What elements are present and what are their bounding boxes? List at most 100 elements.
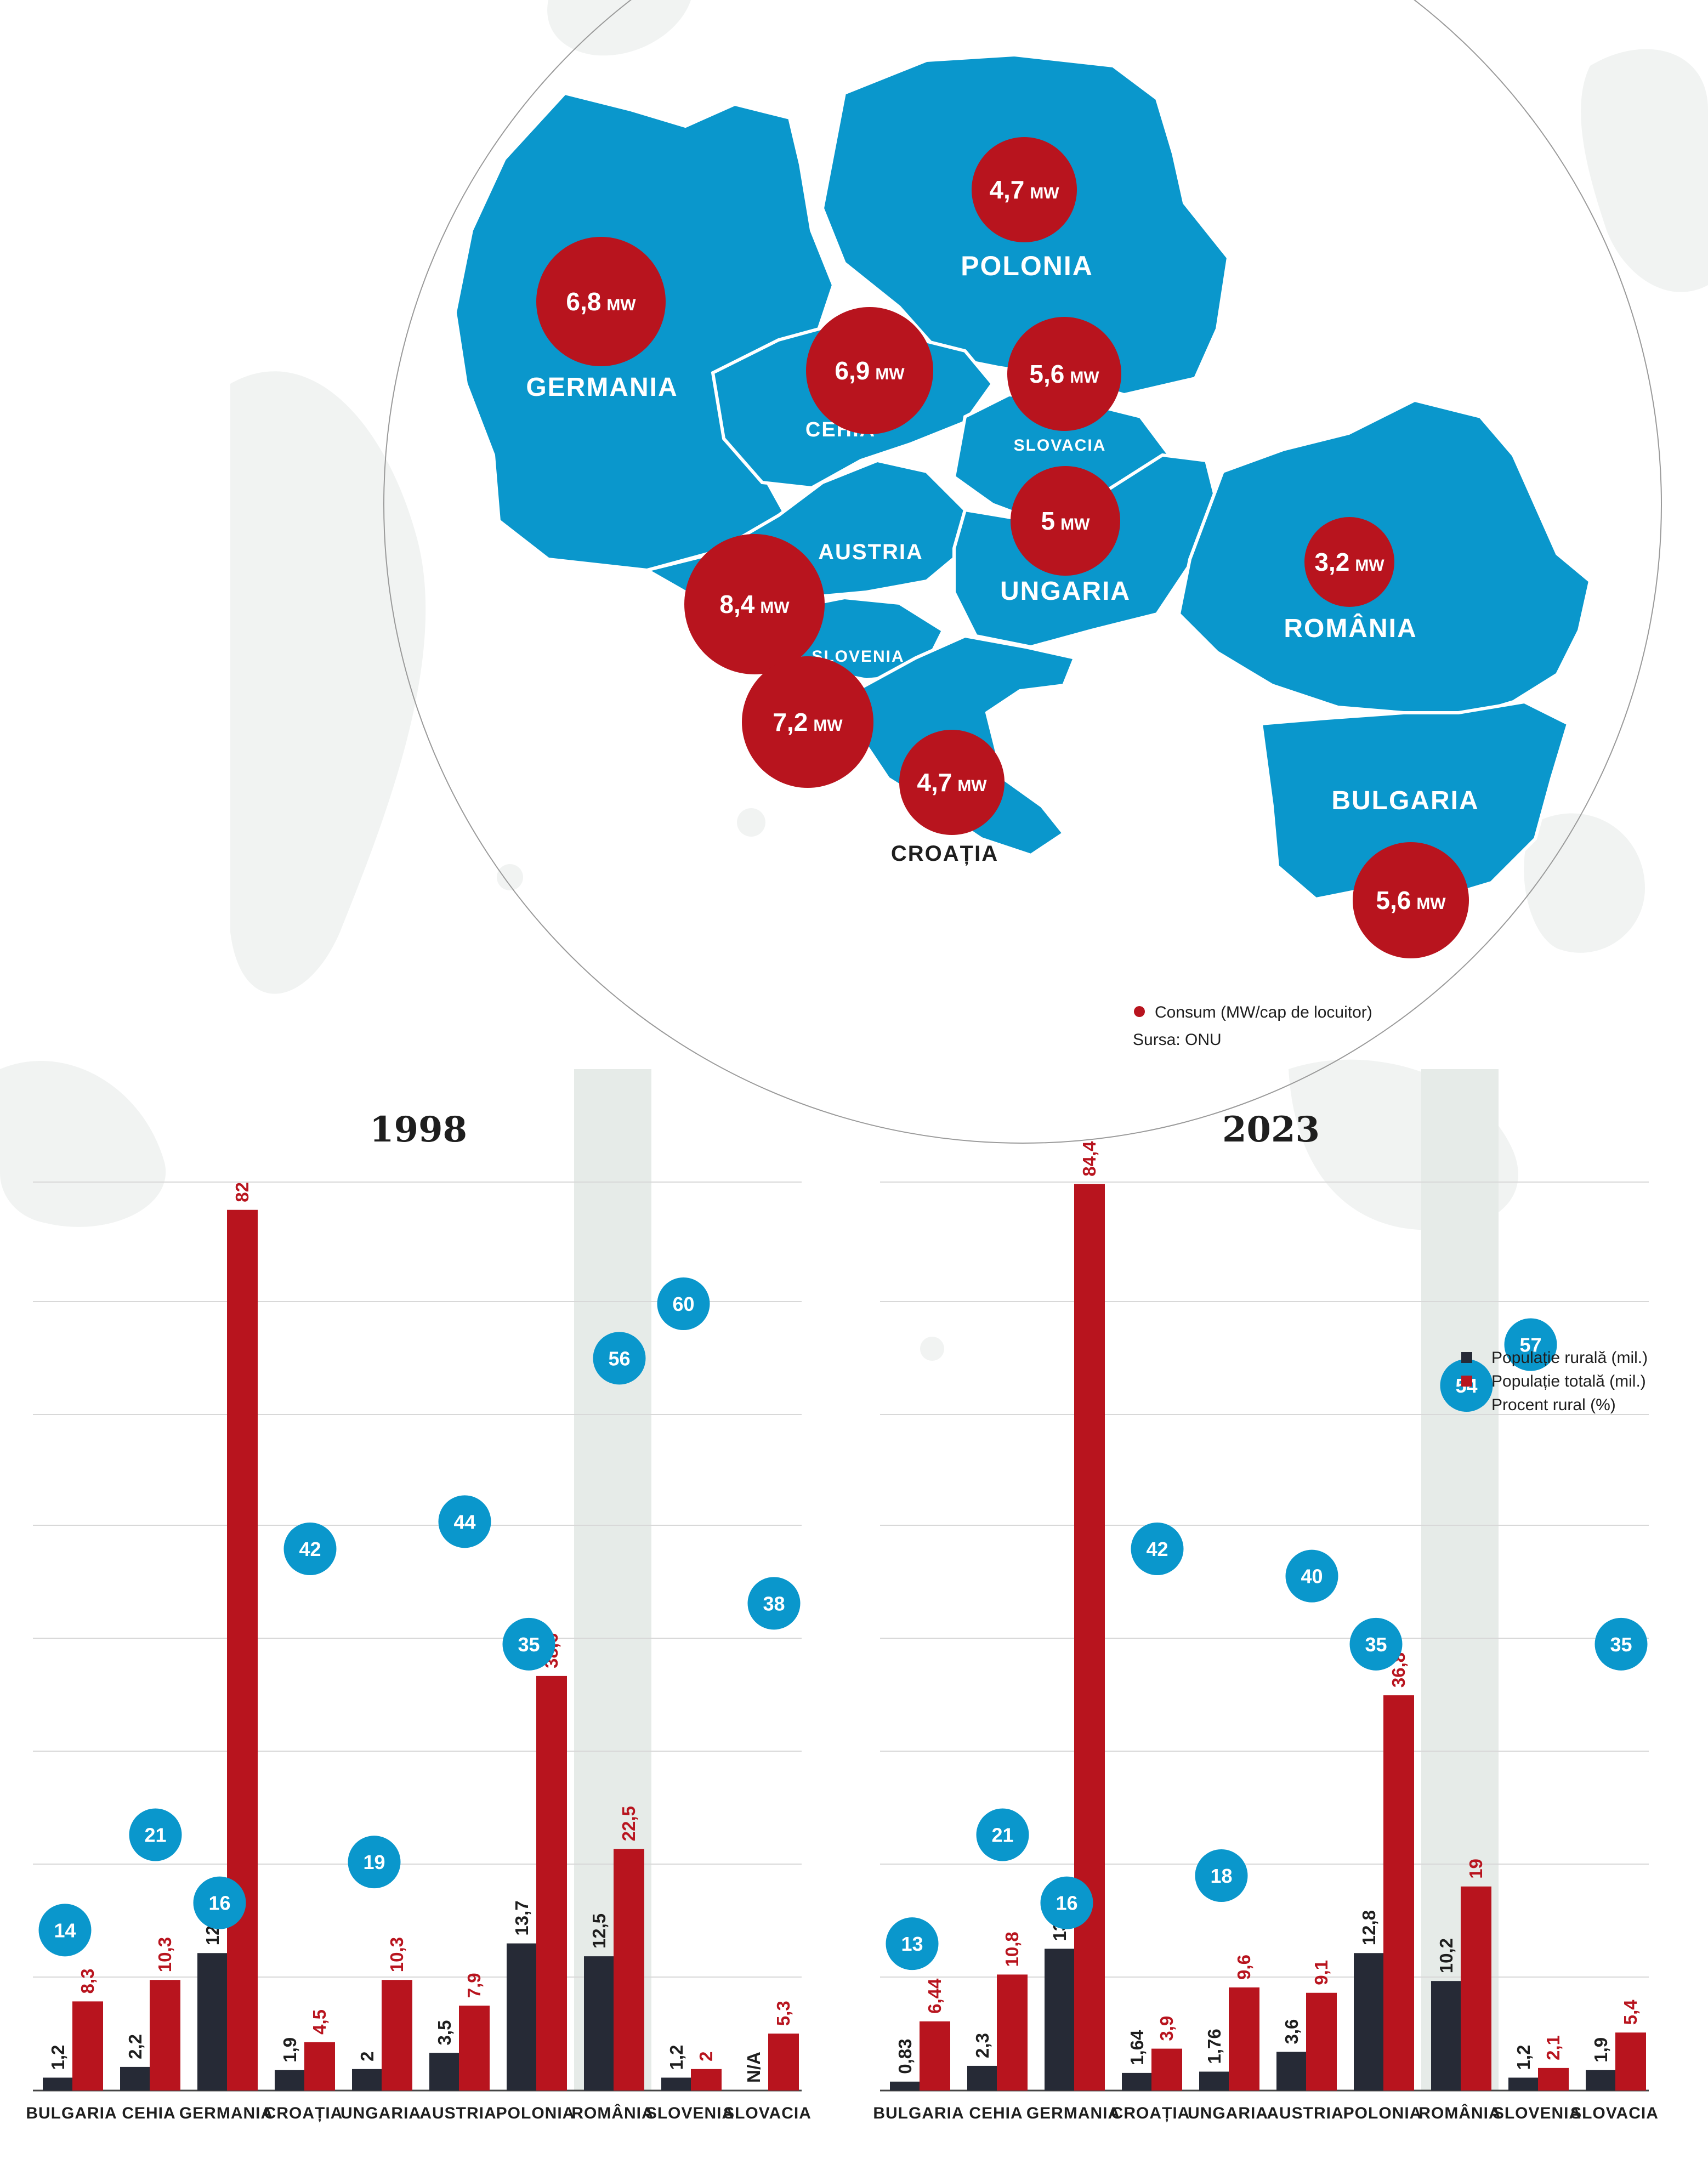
- consumption-ungaria: 5 MW: [1011, 466, 1120, 576]
- consumption-unit: MW: [760, 599, 790, 617]
- bar-rural: [352, 2069, 383, 2091]
- bar-label-rural: 3,6: [1281, 2019, 1302, 2044]
- bar-total: [768, 2034, 799, 2091]
- bar-rural: [584, 1956, 615, 2091]
- svg-text:4,7MW: 4,7 MW: [989, 175, 1059, 204]
- category-label: SLOVACIA: [723, 2104, 812, 2122]
- rural-percent-circle: [1131, 1523, 1184, 1575]
- rural-percent-label: 18: [1210, 1865, 1232, 1887]
- bar-rural: [967, 2065, 998, 2091]
- bar-label-total: 6,44: [924, 1978, 945, 2014]
- bar-total: [1151, 2048, 1182, 2091]
- category-label: CROAȚIA: [264, 2104, 343, 2122]
- consumption-value-slovenia: 7,2: [773, 708, 808, 736]
- legend-label-rural: Populație rurală (mil.): [1491, 1349, 1648, 1367]
- map-legend-label: Consum (MW/cap de locuitor): [1155, 1003, 1372, 1021]
- chart-title: 1998: [370, 1109, 467, 1150]
- rural-percent-circle: [348, 1836, 401, 1889]
- category-label: UNGARIA: [1188, 2104, 1268, 2122]
- bar-label-total: 84,4: [1079, 1141, 1099, 1177]
- bar-rural: [890, 2081, 921, 2091]
- bar-label-rural: 10,2: [1436, 1938, 1456, 1973]
- bar-total: [1074, 1184, 1105, 2091]
- bar-label-total: 7,9: [464, 1973, 484, 1998]
- rural-percent-circle: [1349, 1617, 1403, 1671]
- category-label: CEHIA: [969, 2104, 1023, 2122]
- bar-label-rural: 3,5: [434, 2020, 455, 2046]
- consumption-unit: MW: [957, 777, 987, 795]
- rural-percent-label: 42: [299, 1538, 321, 1560]
- category-label: POLONIA: [1343, 2104, 1422, 2122]
- consumption-bulgaria: 5,6 MW: [1353, 842, 1469, 958]
- rural-percent-label: 35: [1610, 1633, 1632, 1656]
- map-circle-outline: [383, 0, 1662, 1144]
- consumption-germania: 6,8 MW: [536, 237, 666, 366]
- bar-label-rural: 0,83: [895, 2039, 915, 2074]
- bar-label-total: 19: [1466, 1859, 1486, 1879]
- rural-percent-label: 21: [991, 1824, 1013, 1847]
- consumption-austria: 8,4 MW: [684, 534, 825, 674]
- rural-percent-label: 35: [1365, 1633, 1387, 1656]
- svg-text:4,7MW: 4,7 MW: [917, 768, 987, 797]
- country-label-slovacia: SLOVACIA: [1014, 436, 1106, 455]
- legend-swatch-rural: [1461, 1352, 1472, 1363]
- bar-label-rural: 1,64: [1127, 2030, 1147, 2065]
- bar-rural: [1508, 2077, 1539, 2091]
- country-label-bulgaria: BULGARIA: [1331, 786, 1479, 815]
- bar-total: [1461, 1886, 1491, 2091]
- svg-text:8,4MW: 8,4 MW: [719, 590, 790, 618]
- svg-text:7,2MW: 7,2 MW: [773, 708, 843, 736]
- category-label: GERMANIA: [179, 2104, 273, 2122]
- rural-percent-label: 38: [763, 1592, 785, 1615]
- consumption-polonia: 4,7 MW: [972, 137, 1077, 242]
- bar-total: [1615, 2032, 1646, 2091]
- legend-label-total: Populație totală (mil.): [1491, 1372, 1646, 1390]
- bar-label-total: 5,3: [773, 2001, 793, 2026]
- rural-percent-label: 13: [901, 1933, 923, 1955]
- bar-label-rural: 2: [357, 2051, 377, 2061]
- rural-percent-label: 42: [1146, 1538, 1168, 1560]
- bar-total: [459, 2006, 490, 2091]
- consumption-unit: MW: [1355, 556, 1384, 575]
- bar-rural: [1122, 2072, 1153, 2091]
- rural-percent-circle: [976, 1808, 1029, 1861]
- bar-label-rural: 1,2: [1513, 2045, 1534, 2070]
- category-label: ROMÂNIA: [571, 2104, 654, 2122]
- bar-label-total: 2: [696, 2051, 716, 2061]
- bar-label-total: 2,1: [1543, 2035, 1563, 2060]
- bar-total: [150, 1980, 180, 2091]
- category-label: SLOVENIA: [646, 2104, 734, 2122]
- consumption-value-polonia: 4,7: [989, 175, 1024, 204]
- consumption-value-germania: 6,8: [566, 287, 601, 316]
- bar-total: [536, 1675, 567, 2091]
- bar-rural: [120, 2066, 151, 2091]
- category-label: BULGARIA: [873, 2104, 964, 2122]
- country-labels: GERMANIA POLONIA CEHIA SLOVACIA AUSTRIA …: [526, 251, 1479, 866]
- svg-text:5MW: 5 MW: [1041, 507, 1091, 535]
- legend-swatch-total: [1461, 1376, 1472, 1387]
- category-label: POLONIA: [496, 2104, 575, 2122]
- rural-percent-label: 40: [1301, 1565, 1323, 1588]
- map-legend: Consum (MW/cap de locuitor) Sursa: ONU: [1133, 1003, 1372, 1049]
- country-label-austria: AUSTRIA: [818, 540, 923, 564]
- rural-percent-circle: [1594, 1617, 1648, 1671]
- bar-rural: [1431, 1981, 1462, 2091]
- bar-total: [72, 2001, 103, 2091]
- rural-percent-label: 16: [208, 1892, 230, 1915]
- chart-2023: 20230,836,4413BULGARIA2,310,821CEHIA13,2…: [873, 1069, 1658, 2122]
- consumption-unit: MW: [1416, 895, 1446, 913]
- rural-percent-circle: [283, 1523, 337, 1575]
- rural-percent-label: 14: [54, 1919, 76, 1941]
- rural-percent-circle: [747, 1577, 801, 1630]
- bar-label-rural: 1,76: [1204, 2029, 1224, 2064]
- rural-percent-label: 35: [518, 1633, 540, 1656]
- bar-rural: [429, 2053, 460, 2091]
- svg-text:6,8MW: 6,8 MW: [566, 287, 636, 316]
- bar-total: [691, 2069, 722, 2091]
- bar-label-rural: 13,7: [512, 1900, 532, 1935]
- category-label: UNGARIA: [341, 2104, 421, 2122]
- consumption-unit: MW: [875, 365, 905, 383]
- consumption-unit: MW: [1070, 368, 1099, 387]
- bar-total: [614, 1849, 644, 2091]
